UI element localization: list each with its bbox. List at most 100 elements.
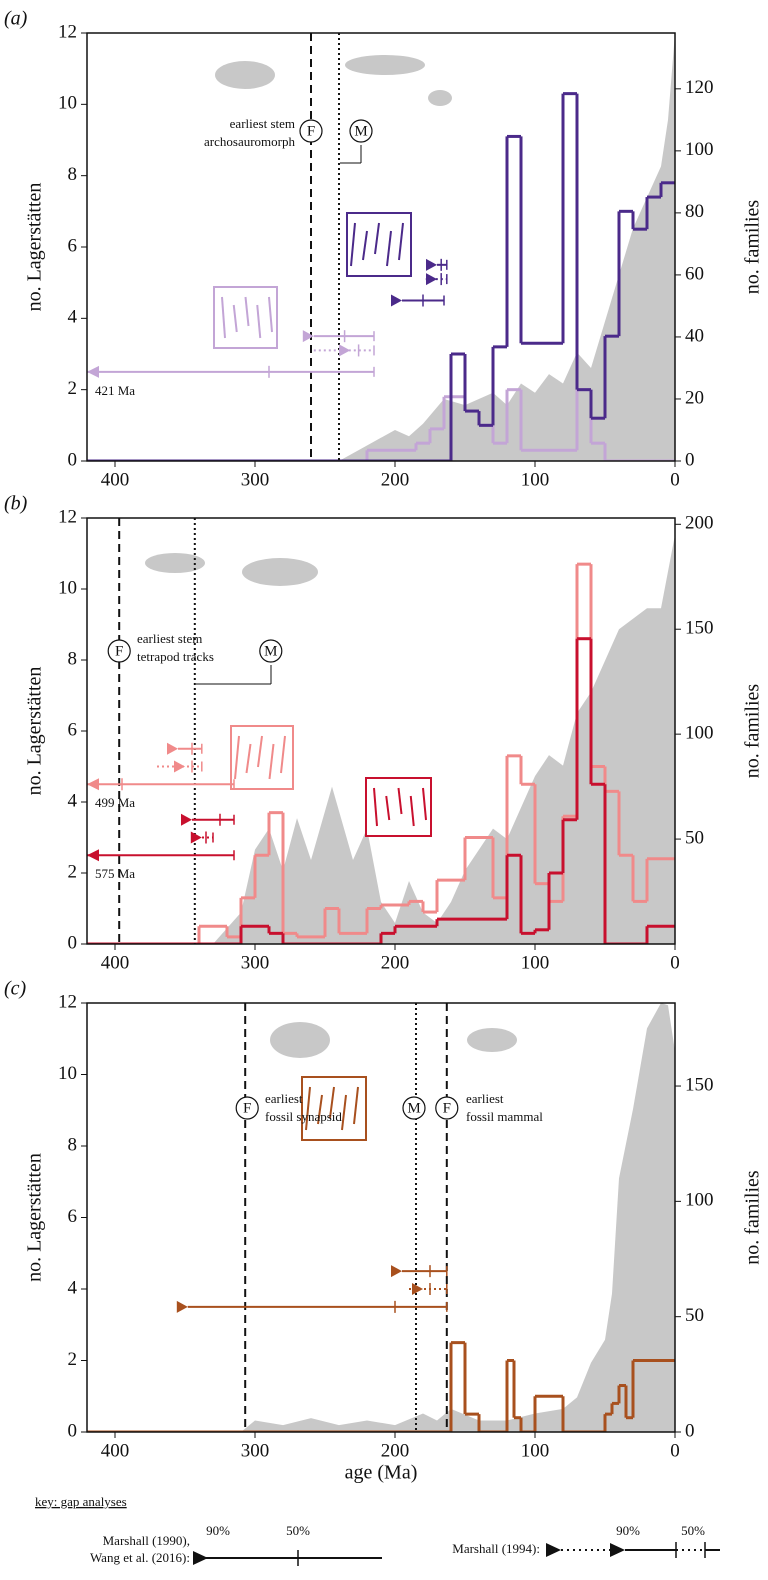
inset-pattern: [341, 1094, 347, 1131]
y-tick-label: 6: [68, 719, 78, 740]
inset-pattern: [350, 222, 356, 267]
inset-pattern: [422, 787, 427, 821]
y-tick-label: 4: [68, 790, 78, 811]
marker-label: M: [407, 1100, 420, 1116]
marker-label: F: [307, 123, 315, 139]
inset-pattern: [329, 1086, 335, 1119]
x-tick-label: 0: [670, 1440, 680, 1461]
y2-tick-label: 80: [685, 201, 704, 222]
inset-pattern: [268, 743, 275, 780]
gap-triangle: [176, 1300, 188, 1313]
gap-triangle: [302, 330, 314, 343]
y-tick-label: 10: [58, 93, 77, 114]
gap-triangle: [391, 294, 402, 307]
inset-pattern: [221, 296, 226, 339]
silhouette: [145, 553, 205, 573]
y2-tick-label: 50: [685, 1305, 704, 1326]
inset-box: [365, 777, 432, 837]
y-tick-label: 6: [68, 1206, 78, 1227]
silhouette: [270, 1022, 330, 1058]
inset-pattern: [398, 222, 404, 261]
marker-circle: [349, 119, 373, 143]
y2-tick-label: 100: [685, 1190, 714, 1211]
annotation: earliest stem: [137, 631, 202, 646]
y2-tick-label: 20: [685, 387, 704, 408]
x-tick-label: 300: [241, 952, 270, 973]
gap-triangle: [339, 344, 351, 357]
panel-label: (a): [4, 8, 28, 30]
inset-pattern: [362, 230, 368, 261]
families-area: [241, 1003, 675, 1432]
gap-label: 499 Ma: [95, 795, 135, 810]
y-tick-label: 2: [68, 378, 78, 399]
key-label: Marshall (1990),: [103, 1533, 190, 1548]
x-tick-label: 400: [101, 469, 130, 490]
y-tick-label: 0: [68, 1420, 78, 1441]
inset-pattern: [317, 1094, 323, 1125]
y-tick-label: 12: [58, 21, 77, 42]
families-area: [339, 33, 675, 461]
marker-label: F: [115, 643, 123, 659]
gap-triangle: [412, 1283, 423, 1295]
key-tick-label: 90%: [206, 1523, 230, 1538]
y-tick-label: 2: [68, 1349, 78, 1370]
key-triangle: [193, 1551, 208, 1565]
inset-pattern: [280, 735, 286, 774]
annotation: archosauromorph: [204, 134, 295, 149]
y-tick-label: 10: [58, 577, 77, 598]
x-tick-label: 400: [101, 1440, 130, 1461]
y-tick-label: 0: [68, 449, 78, 470]
inset-pattern: [245, 743, 252, 774]
y2-axis-label: no. families: [742, 1170, 764, 1265]
key-triangle: [610, 1543, 625, 1557]
y-axis-label: no. Lagerstätten: [24, 1153, 46, 1282]
inset-pattern: [353, 1086, 359, 1125]
gap-triangle: [174, 760, 185, 773]
gap-arrow: [87, 778, 99, 791]
y2-tick-label: 100: [685, 723, 714, 744]
inset-pattern: [268, 296, 273, 333]
plot-area: [87, 534, 675, 944]
key-title: key: gap analyses: [35, 1494, 127, 1509]
x-tick-label: 100: [521, 1440, 550, 1461]
marker-circle: [435, 1096, 459, 1120]
key-label: Marshall (1994):: [452, 1541, 540, 1556]
inset-pattern: [256, 304, 262, 339]
marker-circle: [402, 1096, 426, 1120]
annotation: earliest: [265, 1091, 303, 1106]
gap-triangle: [426, 258, 437, 271]
x-tick-label: 100: [521, 952, 550, 973]
x-tick-label: 200: [381, 1440, 410, 1461]
inset-box: [230, 725, 294, 790]
silhouette: [467, 1028, 517, 1052]
x-tick-label: 0: [670, 469, 680, 490]
y-tick-label: 4: [68, 1277, 78, 1298]
x-tick-label: 0: [670, 952, 680, 973]
x-axis-label: age (Ma): [345, 1462, 418, 1484]
annotation: earliest stem: [230, 116, 295, 131]
panel-label: (c): [4, 978, 27, 1000]
x-tick-label: 300: [241, 1440, 270, 1461]
gap-arrow: [87, 849, 99, 862]
y-tick-label: 12: [58, 506, 77, 527]
y2-tick-label: 50: [685, 827, 704, 848]
x-tick-label: 100: [521, 469, 550, 490]
silhouette: [242, 558, 318, 586]
silhouette: [345, 55, 425, 75]
marker-label: M: [264, 643, 277, 659]
plot-area: [87, 1003, 675, 1432]
gap-triangle: [181, 813, 192, 826]
gap-label: 575 Ma: [95, 866, 135, 881]
y-axis-label: no. Lagerstätten: [24, 183, 46, 312]
gap-triangle: [426, 273, 437, 286]
silhouette: [428, 90, 452, 106]
marker-label: F: [243, 1100, 251, 1116]
panel-label: (b): [4, 493, 28, 515]
marker-circle: [107, 639, 131, 663]
marker-circle: [299, 119, 323, 143]
y-tick-label: 10: [58, 1063, 77, 1084]
inset-pattern: [374, 222, 380, 255]
